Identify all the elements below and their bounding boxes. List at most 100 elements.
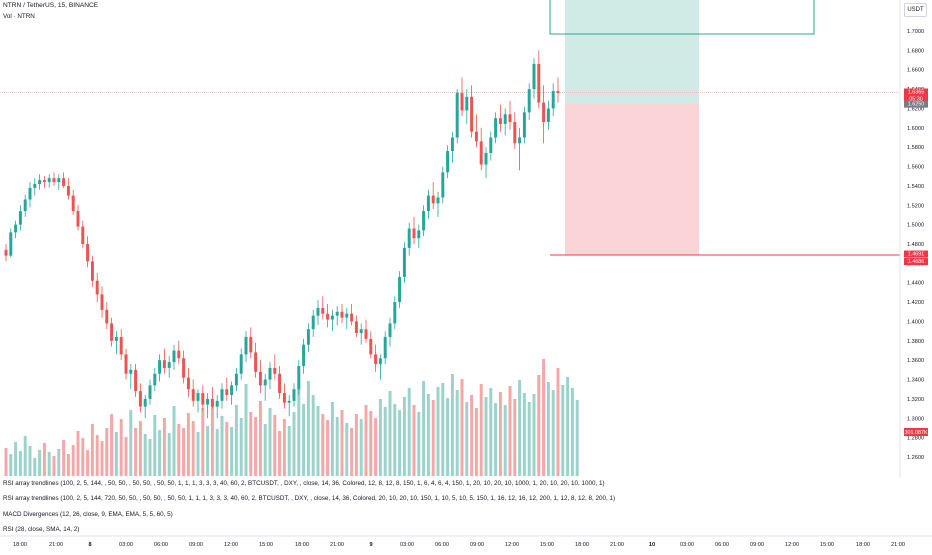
candle-body	[182, 358, 186, 378]
candle-body	[393, 302, 397, 324]
candle-body	[38, 180, 42, 184]
volume-bar	[388, 391, 392, 476]
volume-bar	[292, 412, 296, 476]
candle-body	[508, 114, 512, 123]
candle-body	[134, 369, 138, 392]
currency-button[interactable]: USDT	[904, 3, 927, 17]
volume-bar	[47, 452, 51, 476]
time-tick-label: 09:00	[750, 542, 764, 548]
countdown-label: 05:30	[909, 96, 923, 102]
volume-bar	[263, 424, 267, 476]
candle-body	[470, 96, 474, 132]
volume-bar	[460, 379, 464, 476]
candle-body	[129, 369, 133, 374]
candle-body	[148, 385, 152, 399]
indicator-legend-rsi-trendlines-2[interactable]: RSI array trendlines (100, 2, 5, 144, 72…	[3, 495, 616, 502]
volume-bar	[412, 405, 416, 476]
volume-bar	[268, 408, 272, 476]
volume-bar	[345, 423, 349, 476]
candle-body	[249, 336, 253, 353]
time-tick-label: 21:00	[330, 542, 344, 548]
price-tick-label: 1.2600	[907, 455, 924, 461]
indicator-legend-rsi-trendlines-1[interactable]: RSI array trendlines (100, 2, 5, 144, , …	[3, 480, 605, 487]
volume-bar	[407, 388, 411, 476]
candle-body	[71, 195, 75, 212]
volume-bar	[167, 433, 171, 476]
volume-bar	[537, 375, 541, 476]
candle-body	[86, 244, 90, 262]
candle-body	[138, 391, 142, 407]
volume-bar	[114, 432, 118, 476]
candle-body	[105, 309, 109, 324]
volume-bar	[182, 428, 186, 476]
candle-body	[95, 280, 99, 295]
time-tick-label: 09:00	[470, 542, 484, 548]
volume-bar	[566, 377, 570, 476]
price-tick-label: 1.6600	[907, 68, 924, 74]
volume-bar	[196, 432, 200, 476]
volume-bar	[186, 413, 190, 476]
candle-body	[340, 311, 344, 318]
candle-body	[220, 389, 224, 401]
volume-bar	[383, 407, 387, 476]
time-tick-label: 03:00	[400, 542, 414, 548]
indicator-legend-rsi[interactable]: RSI (28, close, SMA, 14, 2)	[3, 526, 80, 533]
volume-bar	[129, 410, 133, 476]
time-tick-label: 21:00	[610, 542, 624, 548]
candle-body	[263, 379, 267, 386]
volume-bar	[191, 421, 195, 476]
volume-bar	[527, 402, 531, 476]
candle-body	[239, 354, 243, 374]
volume-bar	[138, 421, 142, 476]
time-tick-label: 12:00	[785, 542, 799, 548]
candle-body	[234, 373, 238, 386]
volume-bar	[436, 387, 440, 476]
price-axis	[900, 0, 932, 478]
candle-body	[302, 344, 306, 366]
price-tick-label: 1.3600	[907, 358, 924, 364]
candle-body	[532, 63, 536, 90]
time-tick-label: 15:00	[540, 542, 554, 548]
candle-body	[23, 199, 27, 212]
volume-bar	[311, 395, 315, 476]
volume-bar	[422, 381, 426, 476]
volume-bar	[206, 426, 210, 476]
volume-bar	[575, 400, 579, 476]
volume-bar	[38, 450, 42, 476]
candle-body	[90, 261, 94, 281]
volume-bar	[76, 431, 80, 476]
candle-body	[489, 137, 493, 153]
time-tick-label: 15:00	[259, 542, 273, 548]
volume-bar	[498, 392, 502, 476]
time-tick-label: 12:00	[505, 542, 519, 548]
volume-bar	[234, 405, 238, 476]
last-price-label: 1.6365	[908, 89, 925, 95]
volume-bar	[249, 412, 253, 476]
volume-bar	[556, 368, 560, 476]
volume-bar	[273, 415, 277, 476]
volume-bar	[244, 384, 248, 476]
candle-body	[359, 329, 363, 334]
volume-bar	[316, 406, 320, 476]
candle-body	[551, 91, 555, 109]
volume-bar	[359, 419, 363, 476]
candle-body	[282, 393, 286, 403]
time-tick-label: 8	[88, 542, 91, 548]
volume-bar	[86, 450, 90, 476]
volume-bar	[282, 419, 286, 476]
candle-body	[196, 393, 200, 401]
volume-bar	[508, 386, 512, 476]
entry-price-label-bg	[904, 100, 928, 108]
candle-body	[172, 350, 176, 363]
candle-body	[455, 92, 459, 138]
price-tick-label: 1.5200	[907, 203, 924, 209]
indicator-legend-macd-divergences[interactable]: MACD Divergences (12, 26, close, 9, EMA,…	[3, 511, 173, 518]
volume-bar	[417, 412, 421, 476]
volume-bar	[4, 448, 8, 476]
volume-bar	[62, 440, 66, 476]
stop-alt-price-label: 1.4686	[908, 259, 925, 265]
volume-bar	[465, 402, 469, 476]
volume-bar	[124, 437, 128, 476]
